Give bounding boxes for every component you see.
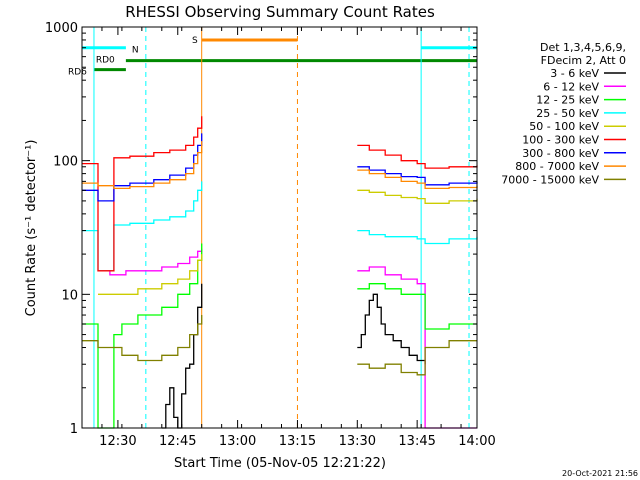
x-tick-label-5: 13:45 [398,434,435,449]
series-5-segment-1 [357,144,478,169]
series-3-segment-0 [82,181,203,272]
series-6-segment-1 [357,166,478,186]
x-tick-label-0: 12:30 [99,434,136,449]
legend: Det 1,3,4,5,6,9,FDecim 2, Att 03 - 6 keV… [501,41,626,186]
vertical-markers [93,27,470,428]
legend-label-4: 50 - 100 keV [529,120,599,133]
chart-title: RHESSI Observing Summary Count Rates [125,3,435,21]
timestamp: 20-Oct-2021 21:56 [562,469,638,478]
x-tick-label-1: 12:45 [159,434,196,449]
series-7-segment-1 [357,169,478,190]
legend-header-1: FDecim 2, Att 0 [541,54,626,67]
series-group [82,116,478,429]
legend-label-3: 25 - 50 keV [536,107,599,120]
series-5-segment-0 [82,116,203,272]
legend-label-6: 300 - 800 keV [522,147,599,160]
state-bar-label-rd6: RD6 [68,68,87,78]
x-axis-label: Start Time (05-Nov-05 12:21:22) [174,456,386,471]
series-0-segment-1 [357,293,426,365]
series-7-segment-0 [82,141,203,190]
legend-label-5: 100 - 300 keV [522,134,599,147]
legend-label-8: 7000 - 15000 keV [501,173,599,186]
series-6-segment-0 [82,133,203,202]
state-bar-label-s: S [192,36,198,46]
series-4-segment-1 [357,189,478,204]
legend-label-1: 6 - 12 keV [543,80,599,93]
series-1-segment-0 [98,248,203,276]
series-3-segment-1 [357,229,478,245]
legend-label-2: 12 - 25 keV [536,94,599,107]
legend-header-0: Det 1,3,4,5,6,9, [540,41,626,54]
y-tick-label-3: 1000 [45,21,78,36]
y-tick-label-0: 1 [70,422,78,437]
series-8-segment-0 [82,315,203,362]
x-tick-label-3: 13:15 [279,434,316,449]
y-tick-label-2: 100 [53,155,78,170]
plot-frame [81,26,478,429]
series-2-segment-1 [357,283,477,330]
legend-label-7: 800 - 7000 keV [515,160,599,173]
series-1-segment-1 [357,266,477,429]
state-bars: N S RD0 RD6 [68,36,477,78]
x-tick-label-4: 13:30 [339,434,376,449]
x-tick-label-6: 14:00 [458,434,495,449]
state-bar-label-n: N [132,46,139,56]
x-tick-label-2: 13:00 [219,434,256,449]
series-4-segment-0 [98,254,203,295]
y-axis-label: Count Rate (s⁻¹ detector⁻¹) [24,140,39,317]
legend-label-0: 3 - 6 keV [550,67,599,80]
y-tick-label-1: 10 [61,288,78,303]
state-bar-label-rd0: RD0 [96,56,115,66]
axis-ticks: 12:30 12:45 13:00 13:15 13:30 13:45 14:00 1 10 10… [45,21,496,449]
series-8-segment-1 [357,340,477,376]
